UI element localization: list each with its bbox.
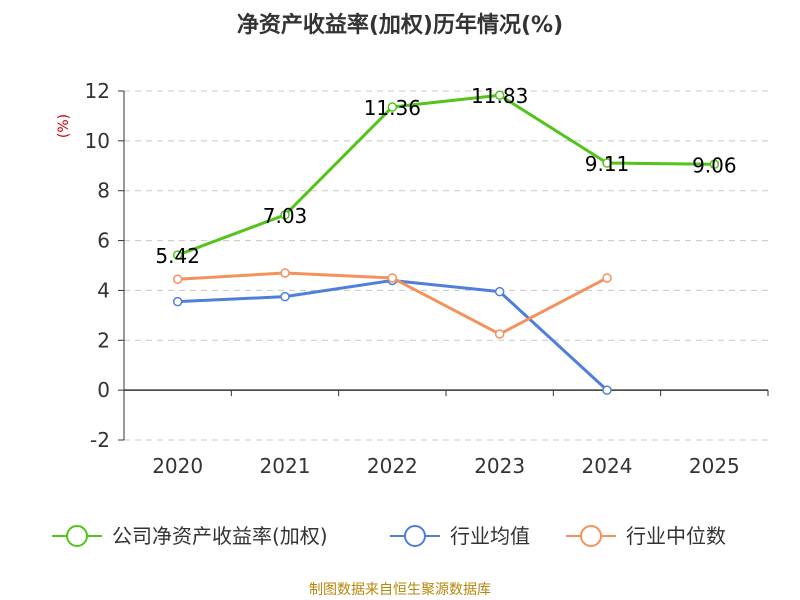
- data-labels: 5.42 7.03 11.36 11.83 9.11 9.06: [155, 84, 736, 268]
- legend-marker: [66, 525, 88, 547]
- y-tick-label: 0: [97, 378, 110, 402]
- x-tick-label: 2020: [152, 454, 203, 478]
- y-tick-label: 12: [85, 79, 110, 103]
- x-tick-label: 2024: [582, 454, 633, 478]
- series-line: [177, 278, 609, 392]
- x-tick-label: 2022: [367, 454, 418, 478]
- legend-label: 行业均值: [450, 524, 530, 548]
- data-label: 11.36: [364, 96, 421, 120]
- x-tick-label: 2025: [689, 454, 740, 478]
- y-tick-label: 2: [97, 328, 110, 352]
- data-point: [387, 273, 398, 283]
- data-label: 7.03: [263, 204, 308, 228]
- data-point: [280, 291, 290, 302]
- data-point: [172, 296, 183, 307]
- data-point: [709, 159, 720, 170]
- data-label: 5.42: [155, 244, 200, 268]
- data-point: [387, 102, 398, 112]
- data-point: [172, 250, 183, 260]
- y-tick-label: 4: [97, 278, 110, 302]
- data-point: [602, 385, 612, 395]
- axes: 12 10 8 6 4 2 0 -2 2020 2021 2022 2023 2024 2025: [85, 79, 769, 478]
- data-point: [280, 268, 290, 278]
- legend-label: 公司净资产收益率(加权): [112, 524, 328, 548]
- data-label: 9.11: [585, 152, 630, 176]
- data-point: [494, 90, 505, 100]
- y-tick-label: 6: [97, 229, 110, 253]
- legend-item[interactable]: 公司净资产收益率(加权): [52, 524, 328, 548]
- y-tick-label: 10: [85, 129, 110, 153]
- y-tick-label: 8: [97, 179, 110, 203]
- legend-label: 行业中位数: [626, 524, 726, 548]
- series-line: [177, 93, 715, 257]
- data-label: 9.06: [692, 153, 737, 177]
- series: [172, 90, 720, 395]
- data-point: [494, 329, 505, 339]
- data-point: [280, 210, 290, 220]
- legend-item[interactable]: 行业均值: [390, 524, 530, 548]
- data-point: [494, 286, 505, 297]
- legend: 公司净资产收益率(加权) 行业均值 行业中位数: [52, 524, 726, 548]
- legend-marker: [404, 525, 426, 547]
- y-tick-label: -2: [90, 428, 110, 452]
- x-tick-label: 2021: [260, 454, 311, 478]
- data-point: [602, 273, 612, 283]
- y-axis-label: (%): [56, 114, 72, 138]
- data-point: [602, 158, 612, 168]
- data-label: 11.83: [471, 84, 528, 108]
- legend-item[interactable]: 行业中位数: [566, 524, 726, 548]
- x-tick-label: 2023: [474, 454, 525, 478]
- chart-title: 净资产收益率(加权)历年情况(%): [237, 12, 563, 38]
- data-point: [172, 274, 183, 284]
- grid: [124, 90, 768, 441]
- source-note: 制图数据来自恒生聚源数据库: [309, 582, 491, 598]
- legend-marker: [580, 525, 602, 547]
